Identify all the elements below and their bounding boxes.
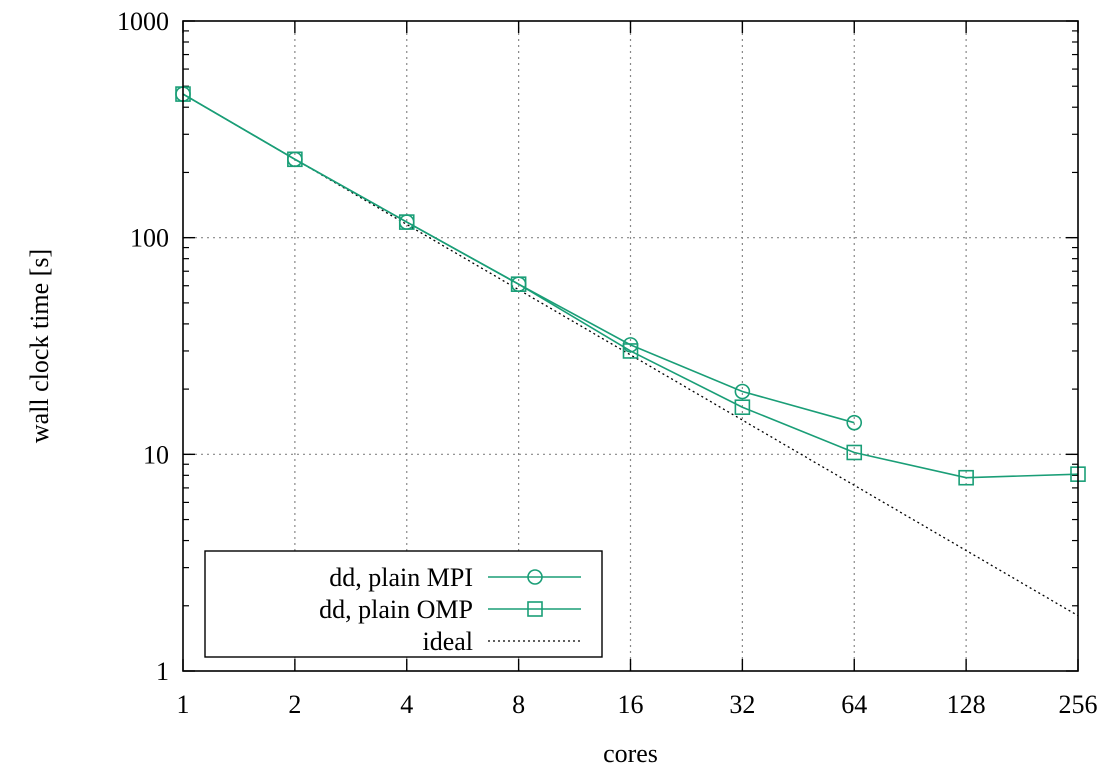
series-line — [182, 93, 1079, 479]
data-point — [734, 399, 751, 416]
legend-label: dd, plain MPI — [329, 563, 473, 592]
plot-series — [175, 86, 1086, 617]
legend-box — [204, 550, 603, 658]
x-tick-label: 32 — [729, 690, 755, 719]
legend-label: ideal — [422, 627, 473, 656]
data-point — [398, 214, 415, 230]
series-line — [182, 93, 855, 424]
data-point — [846, 414, 863, 431]
y-axis-title: wall clock time [s] — [25, 249, 54, 443]
y-tick-label: 1 — [156, 657, 169, 686]
grid — [183, 21, 1078, 671]
x-tick-label: 128 — [947, 690, 986, 719]
legend-marker — [527, 569, 543, 585]
x-tick-label: 256 — [1059, 690, 1098, 719]
x-tick-label: 8 — [512, 690, 525, 719]
legend-marker — [527, 601, 543, 617]
x-tick-label: 64 — [841, 690, 867, 719]
data-point — [958, 469, 974, 486]
series-0 — [175, 86, 863, 431]
x-axis-title: cores — [603, 739, 658, 768]
plot-frame — [182, 20, 1079, 672]
data-point — [622, 343, 639, 359]
x-tick-label: 2 — [288, 690, 301, 719]
x-tick-label: 16 — [618, 690, 644, 719]
y-tick-label: 1000 — [117, 7, 169, 36]
data-point — [510, 276, 527, 292]
series-1 — [175, 86, 1086, 486]
data-point — [734, 383, 751, 400]
x-tick-label: 1 — [177, 690, 190, 719]
y-tick-label: 10 — [143, 440, 169, 469]
data-point — [287, 151, 303, 168]
y-tick-label: 100 — [130, 224, 169, 253]
legend-label: dd, plain OMP — [319, 595, 473, 624]
data-point — [846, 444, 863, 461]
legend: dd, plain MPI dd, plain OMP ideal — [204, 550, 603, 658]
x-tick-label: 4 — [400, 690, 413, 719]
